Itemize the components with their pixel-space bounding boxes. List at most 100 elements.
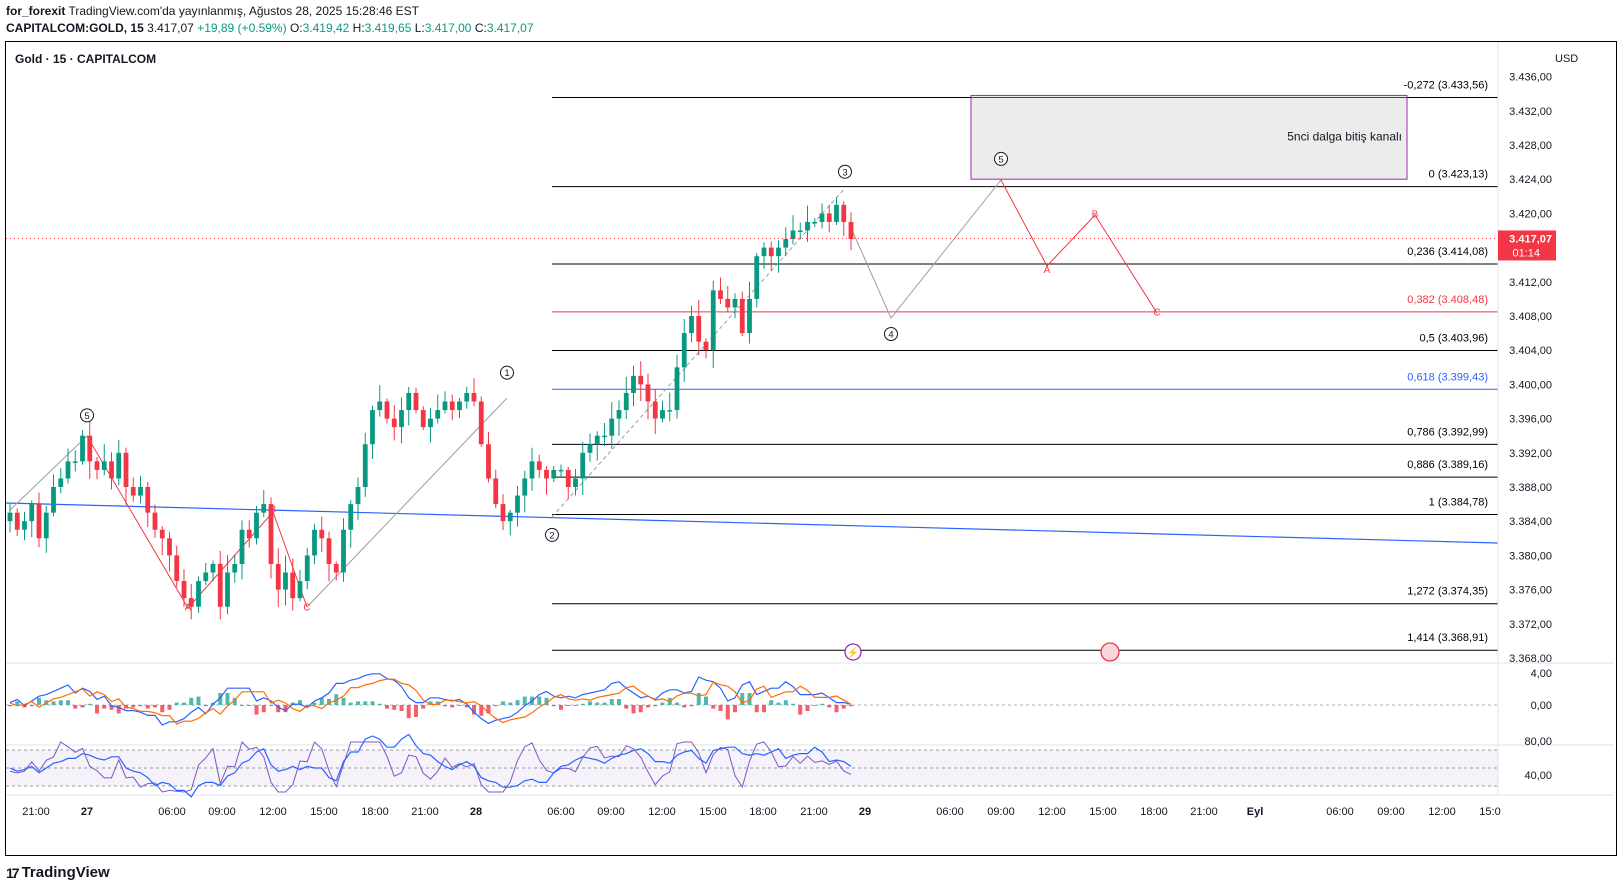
candle-body xyxy=(478,401,484,445)
abc-label: B xyxy=(1092,209,1099,220)
macd-histogram-bar xyxy=(624,705,629,709)
candle-body xyxy=(739,298,745,334)
macd-histogram-bar xyxy=(812,705,817,706)
candle-body xyxy=(457,401,462,411)
macd-histogram-bar xyxy=(29,705,34,707)
candle xyxy=(116,439,122,486)
candle-body xyxy=(797,230,803,232)
x-tick-label: 21:00 xyxy=(1190,806,1218,818)
macd-histogram-bar xyxy=(740,693,745,705)
macd-histogram-bar xyxy=(704,696,708,705)
candle-body xyxy=(486,444,491,479)
macd-histogram-bar xyxy=(145,705,150,709)
candle-body xyxy=(790,230,796,240)
candle-body xyxy=(174,555,180,582)
x-tick-label: 09:00 xyxy=(597,806,625,818)
candle-body xyxy=(239,529,245,564)
time-axis: 21:00 27 06:00 09:00 12:00 15:00 18:00 21:00 28 0… xyxy=(6,794,1614,818)
candle xyxy=(478,396,484,447)
macd-histogram-bar xyxy=(109,705,114,710)
candle xyxy=(246,520,252,548)
wave-label: 5 xyxy=(80,408,94,423)
candle xyxy=(580,441,586,495)
macd-histogram-bar xyxy=(428,701,433,705)
candle-body xyxy=(196,581,201,607)
macd-histogram-bar xyxy=(472,705,476,715)
author-name[interactable]: for_forexit xyxy=(6,4,66,18)
candle xyxy=(674,354,680,419)
candle xyxy=(783,227,789,257)
macd-pane: 4,00 0,00 xyxy=(6,662,1614,726)
candle-body xyxy=(471,392,477,402)
y-tick-label: 3.392,00 xyxy=(1509,448,1552,460)
candle xyxy=(138,476,143,504)
macd-histogram-bar xyxy=(646,705,650,708)
candle-body xyxy=(826,213,832,222)
candle xyxy=(196,576,201,613)
macd-histogram-bar xyxy=(218,693,223,705)
macd-histogram-bar xyxy=(660,702,665,705)
x-tick-label: 06:00 xyxy=(936,806,964,818)
y-tick-label: 3.380,00 xyxy=(1509,550,1552,562)
wave-label-text: 5 xyxy=(998,154,1003,165)
candle xyxy=(355,477,361,521)
candle-body xyxy=(254,512,259,539)
candle xyxy=(58,468,64,494)
wave-label: 3 xyxy=(838,164,852,179)
candle xyxy=(275,548,281,608)
tradingview-logo[interactable]: 17 TradingView xyxy=(6,864,110,881)
wave-label-text: 2 xyxy=(549,530,554,541)
candle xyxy=(80,430,85,465)
candle-body xyxy=(210,563,216,573)
candle xyxy=(261,490,267,518)
macd-histogram-bar xyxy=(762,705,766,713)
candle xyxy=(225,555,230,615)
candle xyxy=(645,373,651,420)
candle xyxy=(254,506,259,545)
candle-body xyxy=(65,461,71,479)
candle-body xyxy=(703,341,709,351)
candle xyxy=(188,583,194,620)
candle xyxy=(602,422,607,446)
x-tick-label: 12:00 xyxy=(259,806,287,818)
candle-body xyxy=(747,298,752,334)
wave-label-circle xyxy=(80,408,94,423)
y-tick-label: 3.376,00 xyxy=(1509,585,1552,597)
wave-label-circle xyxy=(545,527,559,542)
x-tick-label: 18:00 xyxy=(749,806,777,818)
close-label: C: xyxy=(474,21,487,35)
y-tick-label: 3.428,00 xyxy=(1509,140,1552,152)
chart-frame[interactable] xyxy=(5,41,1617,856)
macd-histogram-bar xyxy=(827,705,832,708)
x-tick-label: 15:00 xyxy=(310,806,338,818)
candle-body xyxy=(51,487,56,513)
macd-histogram-bar xyxy=(37,697,41,705)
wave-path-2 xyxy=(306,397,508,608)
candle xyxy=(297,569,303,602)
candle xyxy=(14,508,20,537)
y-tick-label: 3.432,00 xyxy=(1509,106,1552,118)
wave-label: 5 xyxy=(994,151,1008,166)
currency-label[interactable]: USD xyxy=(1555,53,1579,65)
fib-label: 1 (3.384,78) xyxy=(1429,497,1488,509)
candle xyxy=(493,469,499,509)
publish-info: for_forexit TradingView.com'da yayınlanm… xyxy=(6,4,419,18)
low-label: L: xyxy=(414,21,425,35)
candle xyxy=(718,277,723,304)
macd-tick-label: 0,00 xyxy=(1531,700,1552,712)
candle-body xyxy=(594,435,600,445)
wave-label-circle xyxy=(500,365,514,380)
candle xyxy=(370,405,375,460)
candle-body xyxy=(341,529,346,573)
candle-body xyxy=(609,418,615,436)
candle-body xyxy=(399,410,404,428)
candle-body xyxy=(529,461,535,479)
candle xyxy=(72,450,78,472)
candle xyxy=(101,444,107,476)
fib-label: 0,786 (3.392,99) xyxy=(1407,426,1488,438)
candle-body xyxy=(145,487,151,513)
candle-body xyxy=(130,487,136,496)
y-tick-label: 3.412,00 xyxy=(1509,277,1552,289)
candle-body xyxy=(72,461,78,463)
